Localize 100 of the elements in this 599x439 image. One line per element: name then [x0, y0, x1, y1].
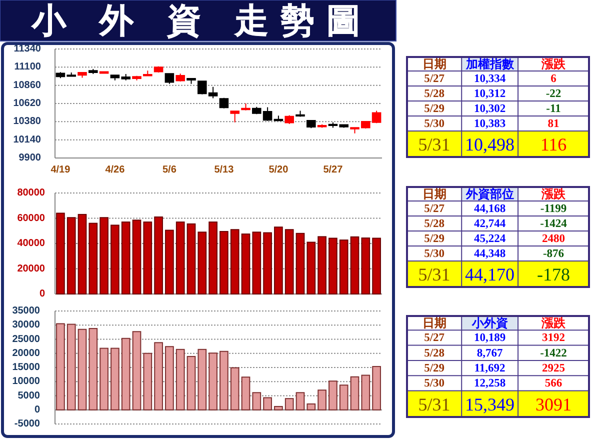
text: 3192 — [542, 332, 566, 344]
text: 566 — [544, 378, 562, 390]
bar — [143, 352, 152, 410]
bar — [220, 350, 228, 410]
bar — [296, 232, 305, 294]
text: 10,334 — [474, 73, 506, 85]
y-tick-label: 35000 — [12, 306, 40, 316]
text: 81 — [548, 118, 560, 130]
text: 10,189 — [474, 332, 506, 344]
candlestick — [78, 72, 87, 78]
text: -1424 — [540, 218, 567, 230]
y-tick-label: 0 — [34, 404, 40, 416]
bar — [56, 323, 65, 410]
x-tick-label: 5/13 — [214, 164, 234, 176]
bar — [121, 338, 130, 410]
bar — [78, 328, 87, 410]
candlestick — [230, 110, 240, 123]
y-tick-label: 20000 — [12, 348, 40, 359]
candlestick — [88, 68, 98, 74]
y-tick-label: 5000 — [18, 390, 40, 402]
bar — [208, 222, 218, 294]
text: 45,224 — [474, 233, 506, 245]
bar — [220, 231, 228, 294]
candlestick — [143, 70, 152, 76]
chart-title: 小 外 資 走勢圖 — [31, 2, 372, 40]
candlestick — [219, 97, 229, 109]
y-tick-label: 10380 — [13, 116, 42, 128]
bar — [110, 224, 120, 294]
bar — [350, 376, 360, 410]
bar — [318, 390, 326, 410]
y-tick-label: 0 — [39, 288, 46, 300]
bar — [339, 240, 348, 294]
category-label: 漲跌 — [540, 187, 567, 201]
text: 5/31 — [418, 264, 450, 284]
y-tick-label: 10000 — [12, 376, 40, 388]
text: 44,348 — [474, 248, 506, 260]
candlestick — [317, 124, 327, 128]
text: -11 — [546, 103, 561, 115]
y-tick-label: 25000 — [12, 334, 40, 345]
text: 42,744 — [474, 218, 506, 230]
text: 5/27 — [424, 203, 445, 215]
y-tick-label: 15000 — [12, 362, 40, 373]
bar — [66, 324, 76, 410]
text: 5/31 — [418, 394, 450, 414]
text: -1422 — [540, 347, 567, 360]
bar — [361, 374, 370, 410]
bar — [372, 366, 381, 410]
bar — [165, 346, 174, 410]
bar — [143, 222, 152, 294]
bar — [78, 214, 87, 294]
category-label: 小外資 — [470, 316, 508, 330]
text: 12,258 — [474, 378, 506, 390]
text: 5/28 — [424, 218, 445, 230]
candlestick — [296, 110, 305, 118]
text: 44,168 — [474, 203, 506, 215]
text: 116 — [540, 134, 567, 154]
candlestick — [154, 66, 164, 73]
x-tick-label: 4/26 — [105, 164, 126, 176]
bar — [284, 398, 294, 410]
y-tick-label: 10860 — [13, 80, 42, 91]
candlestick — [99, 70, 109, 74]
text: -178 — [537, 264, 570, 284]
category-label: 日期 — [422, 316, 446, 330]
candlestick — [186, 78, 196, 84]
bar — [230, 229, 240, 294]
bar — [263, 232, 272, 294]
bar — [339, 384, 348, 410]
y-tick-label: 30000 — [12, 320, 40, 331]
category-label: 漲跌 — [540, 316, 567, 330]
bar — [274, 226, 283, 294]
bar — [296, 392, 305, 410]
bar — [186, 223, 196, 294]
x-tick-label: 5/20 — [268, 164, 289, 176]
text: 5/31 — [418, 134, 450, 154]
candlestick — [164, 72, 174, 84]
candlestick — [284, 114, 294, 124]
category-label: 漲跌 — [540, 57, 567, 71]
bar — [154, 342, 163, 410]
text: 5/27 — [424, 332, 445, 344]
bar — [66, 217, 76, 294]
bar — [198, 348, 207, 410]
bar — [165, 230, 174, 294]
text: 5/28 — [424, 88, 445, 100]
bar — [121, 222, 130, 294]
text: 15,349 — [465, 394, 515, 414]
bar — [132, 220, 142, 294]
bar — [328, 380, 338, 410]
candlestick — [176, 73, 185, 82]
bar — [100, 217, 108, 294]
bar — [100, 348, 108, 410]
text: 5/30 — [424, 118, 445, 130]
text: 5/29 — [424, 103, 445, 115]
category-label: 日期 — [422, 187, 446, 201]
bar — [198, 232, 207, 294]
bar — [252, 392, 262, 410]
text: -876 — [542, 248, 564, 260]
bar — [110, 348, 120, 410]
bar — [263, 397, 272, 410]
text: 5/28 — [424, 347, 445, 360]
text: 5/29 — [424, 233, 445, 245]
